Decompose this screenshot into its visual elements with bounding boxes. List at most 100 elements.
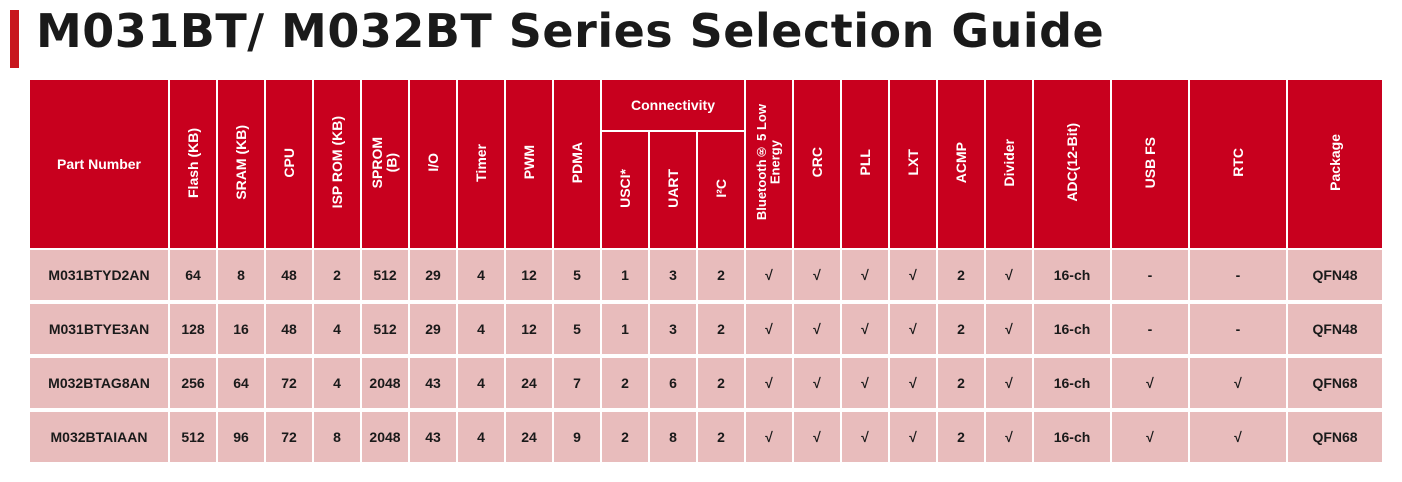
header-package: Package: [1286, 78, 1384, 250]
title-accent-bar: [10, 10, 19, 68]
cell-flash: 256: [168, 356, 218, 412]
cell-sram: 64: [216, 356, 266, 412]
cell-sprom: 2048: [360, 410, 410, 466]
cell-usb-fs: -: [1110, 302, 1190, 358]
cell-rtc: √: [1188, 410, 1288, 466]
cell-crc: √: [792, 410, 842, 466]
cell-sprom: 512: [360, 249, 410, 304]
cell-i2c: 2: [696, 302, 746, 358]
cell-part-number: M032BTAIAAN: [28, 410, 170, 466]
cell-bluetooth-le: √: [744, 302, 794, 358]
header-usci: USCI*: [600, 130, 650, 250]
page-title: M031BT/ M032BT Series Selection Guide: [36, 4, 1105, 58]
cell-divider: √: [984, 356, 1034, 412]
cell-isp-rom: 8: [312, 410, 362, 466]
cell-i2c: 2: [696, 249, 746, 304]
cell-isp-rom: 4: [312, 302, 362, 358]
cell-usci: 2: [600, 356, 650, 412]
cell-uart: 8: [648, 410, 698, 466]
cell-sprom: 2048: [360, 356, 410, 412]
cell-bluetooth-le: √: [744, 356, 794, 412]
cell-acmp: 2: [936, 410, 986, 466]
header-divider: Divider: [984, 78, 1034, 250]
cell-pll: √: [840, 302, 890, 358]
cell-io: 29: [408, 302, 458, 358]
cell-isp-rom: 2: [312, 249, 362, 304]
cell-adc: 16-ch: [1032, 302, 1112, 358]
cell-part-number: M032BTAG8AN: [28, 356, 170, 412]
cell-rtc: -: [1188, 249, 1288, 304]
cell-acmp: 2: [936, 302, 986, 358]
header-pwm: PWM: [504, 78, 554, 250]
cell-pdma: 5: [552, 249, 602, 304]
cell-pll: √: [840, 356, 890, 412]
cell-usb-fs: -: [1110, 249, 1190, 304]
cell-pwm: 24: [504, 356, 554, 412]
table-row: M032BTAIAAN 512 96 72 8 2048 43 4 24 9 2…: [28, 410, 1384, 466]
header-uart: UART: [648, 130, 698, 250]
cell-part-number: M031BTYD2AN: [28, 249, 170, 304]
cell-i2c: 2: [696, 356, 746, 412]
cell-cpu: 48: [264, 249, 314, 304]
cell-adc: 16-ch: [1032, 410, 1112, 466]
header-part-number: Part Number: [28, 78, 170, 250]
header-isp-rom: ISP ROM (KB): [312, 78, 362, 250]
cell-crc: √: [792, 302, 842, 358]
header-timer: Timer: [456, 78, 506, 250]
header-sram: SRAM (KB): [216, 78, 266, 250]
cell-sram: 16: [216, 302, 266, 358]
cell-timer: 4: [456, 249, 506, 304]
cell-pll: √: [840, 249, 890, 304]
header-flash: Flash (KB): [168, 78, 218, 250]
cell-bluetooth-le: √: [744, 410, 794, 466]
cell-pll: √: [840, 410, 890, 466]
cell-lxt: √: [888, 356, 938, 412]
cell-timer: 4: [456, 410, 506, 466]
table-row: M031BTYE3AN 128 16 48 4 512 29 4 12 5 1 …: [28, 302, 1384, 358]
cell-lxt: √: [888, 302, 938, 358]
cell-divider: √: [984, 410, 1034, 466]
header-io: I/O: [408, 78, 458, 250]
header-rtc: RTC: [1188, 78, 1288, 250]
cell-usb-fs: √: [1110, 410, 1190, 466]
cell-usci: 1: [600, 302, 650, 358]
cell-divider: √: [984, 249, 1034, 304]
header-crc: CRC: [792, 78, 842, 250]
header-connectivity: Connectivity: [600, 78, 746, 132]
cell-rtc: -: [1188, 302, 1288, 358]
cell-crc: √: [792, 249, 842, 304]
cell-lxt: √: [888, 249, 938, 304]
header-lxt: LXT: [888, 78, 938, 250]
cell-sram: 8: [216, 249, 266, 304]
cell-pwm: 12: [504, 249, 554, 304]
header-acmp: ACMP: [936, 78, 986, 250]
cell-lxt: √: [888, 410, 938, 466]
header-sprom: SPROM (B): [360, 78, 410, 250]
cell-acmp: 2: [936, 249, 986, 304]
cell-flash: 512: [168, 410, 218, 466]
cell-adc: 16-ch: [1032, 356, 1112, 412]
cell-io: 43: [408, 356, 458, 412]
cell-pdma: 7: [552, 356, 602, 412]
cell-adc: 16-ch: [1032, 249, 1112, 304]
cell-divider: √: [984, 302, 1034, 358]
cell-usb-fs: √: [1110, 356, 1190, 412]
cell-i2c: 2: [696, 410, 746, 466]
cell-uart: 3: [648, 302, 698, 358]
header-pdma: PDMA: [552, 78, 602, 250]
cell-package: QFN68: [1286, 410, 1384, 466]
cell-timer: 4: [456, 302, 506, 358]
table-row: M032BTAG8AN 256 64 72 4 2048 43 4 24 7 2…: [28, 356, 1384, 412]
cell-pdma: 5: [552, 302, 602, 358]
header-adc: ADC(12-Bit): [1032, 78, 1112, 250]
cell-rtc: √: [1188, 356, 1288, 412]
cell-sprom: 512: [360, 302, 410, 358]
cell-package: QFN48: [1286, 302, 1384, 358]
cell-sram: 96: [216, 410, 266, 466]
cell-pwm: 12: [504, 302, 554, 358]
cell-timer: 4: [456, 356, 506, 412]
header-cpu: CPU: [264, 78, 314, 250]
table-row: M031BTYD2AN 64 8 48 2 512 29 4 12 5 1 3 …: [28, 249, 1384, 304]
header-pll: PLL: [840, 78, 890, 250]
selection-guide-table: Part Number Flash (KB) SRAM (KB) CPU ISP…: [28, 78, 1384, 466]
